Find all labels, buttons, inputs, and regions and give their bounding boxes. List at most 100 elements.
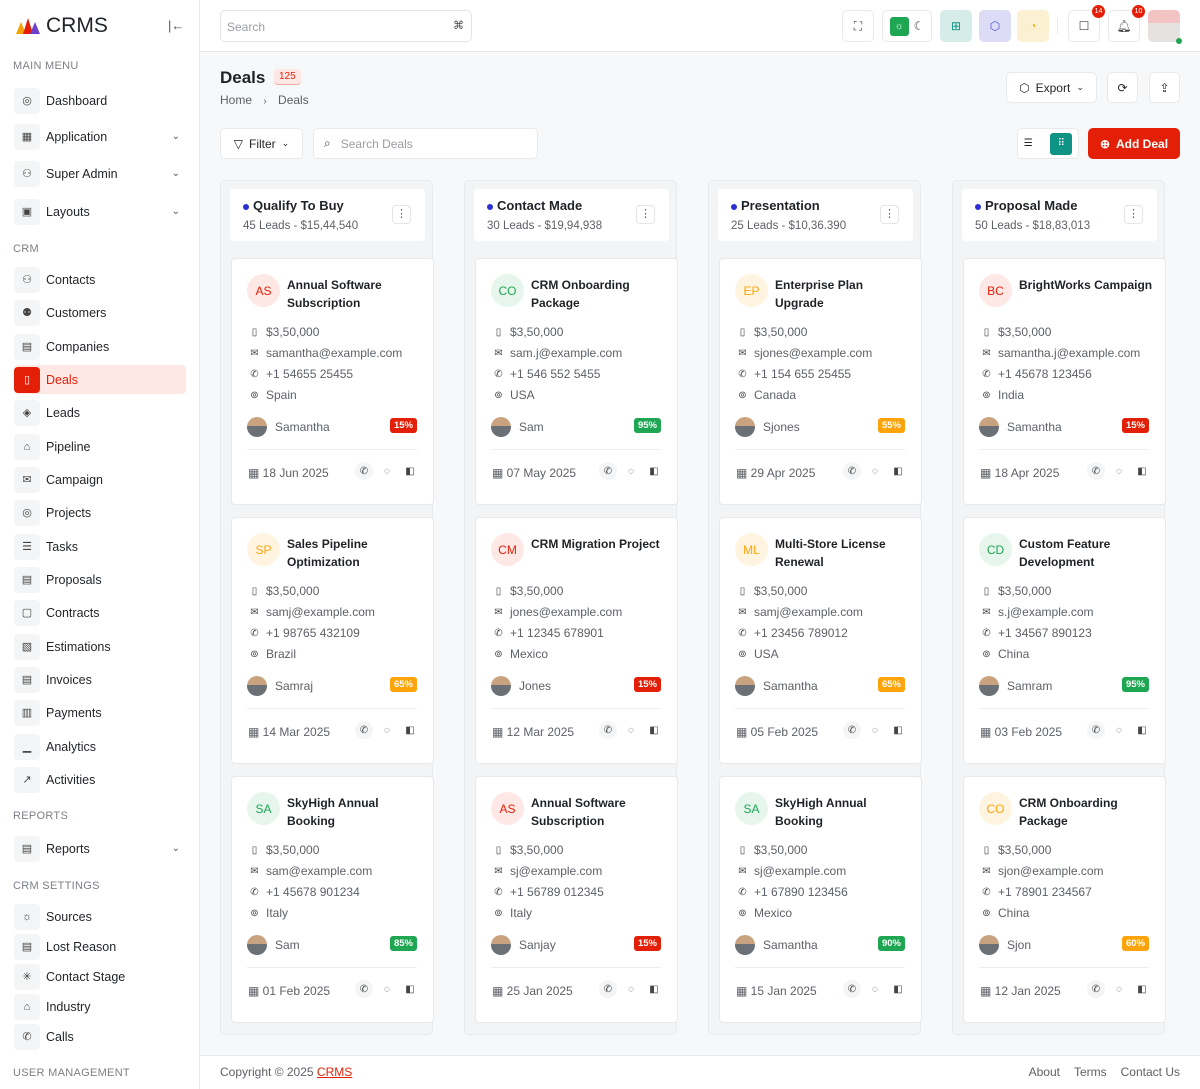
call-icon[interactable]: ✆ [1087,980,1105,998]
footer-link-about[interactable]: About [1028,1065,1060,1079]
sidebar-item-deals[interactable]: ▯ Deals [14,365,186,394]
chat-icon[interactable]: ◌ [628,724,634,736]
deal-name[interactable]: Enterprise Plan Upgrade [775,278,864,310]
deal-card[interactable]: CO CRM Onboarding Package ▯ $3,50,000 ✉ sam.j… [475,258,678,505]
chat-icon[interactable]: ◌ [384,465,390,477]
sidebar-item-contacts[interactable]: ⚇ Contacts [14,265,186,294]
call-icon[interactable]: ✆ [599,721,617,739]
sidebar-item-industry[interactable]: ⌂ Industry [14,992,186,1021]
sidebar-item-calls[interactable]: ✆ Calls [14,1022,186,1051]
messages-button[interactable]: ☐ 14 [1068,5,1105,42]
more-options-button[interactable]: ⋮ [1124,205,1143,224]
apps-button[interactable]: ⊞ [940,10,972,42]
list-view-icon[interactable]: ☰ [1023,138,1033,149]
chat-icon[interactable]: ◌ [872,465,878,477]
collapse-sidebar-icon[interactable]: |← [168,18,185,33]
deal-card[interactable]: CM CRM Migration Project ▯ $3,50,000 ✉ jones@… [475,517,678,764]
breadcrumb-home[interactable]: Home [220,93,253,107]
copy-icon[interactable]: ◧ [893,465,903,477]
deal-name[interactable]: CRM Onboarding Package [1019,796,1118,828]
copy-icon[interactable]: ◧ [649,724,659,736]
fullscreen-button[interactable]: ⛶ [842,10,874,42]
sidebar-item-super-admin[interactable]: ⚇ Super Admin ⌄ [14,159,186,188]
theme-toggle[interactable]: ☼ ☾ [882,10,932,42]
call-icon[interactable]: ✆ [1087,721,1105,739]
sidebar-item-payments[interactable]: ▥ Payments [14,698,186,727]
call-icon[interactable]: ✆ [843,980,861,998]
deal-card[interactable]: AS Annual Software Subscription ▯ $3,50,000… [475,776,678,1023]
chat-icon[interactable]: ◌ [628,465,634,477]
sidebar-item-tasks[interactable]: ☰ Tasks [14,532,186,561]
deal-card[interactable]: SA SkyHigh Annual Booking ▯ $3,50,000 ✉ sj@ex… [719,776,922,1023]
more-options-button[interactable]: ⋮ [880,205,899,224]
call-icon[interactable]: ✆ [599,980,617,998]
sidebar-item-layouts[interactable]: ▣ Layouts ⌄ [14,197,186,226]
call-icon[interactable]: ✆ [843,721,861,739]
copy-icon[interactable]: ◧ [1137,465,1147,477]
chat-icon[interactable]: ◌ [1116,465,1122,477]
deal-name[interactable]: CRM Migration Project [531,537,660,551]
deal-name[interactable]: BrightWorks Campaign [1019,278,1153,292]
deal-name[interactable]: SkyHigh Annual Booking [775,796,867,828]
sidebar-item-invoices[interactable]: ▤ Invoices [14,665,186,694]
sidebar-item-companies[interactable]: ▤ Companies [14,332,186,361]
chat-icon[interactable]: ◌ [384,724,390,736]
brand-link[interactable]: CRMS [316,1065,353,1079]
sidebar-item-leads[interactable]: ◈ Leads [14,398,186,427]
global-search-input[interactable]: Search ⌘ [220,10,472,42]
sidebar-item-lost-reason[interactable]: ▤ Lost Reason [14,932,186,961]
light-mode-icon[interactable]: ☼ [889,16,909,36]
deal-card[interactable]: EP Enterprise Plan Upgrade ▯ $3,50,000 ✉ sjon… [719,258,922,505]
notifications-button[interactable]: 🔔︎ 10 [1108,5,1145,42]
sidebar-item-customers[interactable]: ⚉ Customers [14,298,186,327]
collapse-header-button[interactable]: ⇪ [1149,72,1180,103]
chat-icon[interactable]: ◌ [872,724,878,736]
user-avatar[interactable] [1148,10,1182,44]
copy-icon[interactable]: ◧ [893,724,903,736]
dark-mode-icon[interactable]: ☾ [913,19,925,33]
deal-name[interactable]: Annual Software Subscription [531,796,626,828]
sidebar-item-reports[interactable]: ▤ Reports ⌄ [14,834,186,863]
call-icon[interactable]: ✆ [1087,462,1105,480]
sidebar-item-analytics[interactable]: ▁ Analytics [14,732,186,761]
deal-card[interactable]: AS Annual Software Subscription ▯ $3,50,000… [231,258,434,505]
deal-card[interactable]: SA SkyHigh Annual Booking ▯ $3,50,000 ✉ sam@e… [231,776,434,1023]
search-deals-input[interactable]: ⌕ Search Deals [313,128,538,159]
export-dropdown[interactable]: ⬡ Export ⌄ [1006,72,1097,103]
copy-icon[interactable]: ◧ [405,465,415,477]
copy-icon[interactable]: ◧ [1137,724,1147,736]
sidebar-item-pipeline[interactable]: ⌂ Pipeline [14,432,186,461]
call-icon[interactable]: ✆ [355,721,373,739]
sidebar-item-contact-stage[interactable]: ✳ Contact Stage [14,962,186,991]
footer-link-contact[interactable]: Contact Us [1120,1065,1180,1079]
sidebar-item-dashboard[interactable]: ◎ Dashboard [14,86,186,115]
add-deal-button[interactable]: ⊕ Add Deal [1088,128,1180,159]
call-icon[interactable]: ✆ [355,462,373,480]
reports-chart-button[interactable]: ◔ [1017,10,1049,42]
deal-name[interactable]: Sales Pipeline Optimization [287,537,368,569]
call-icon[interactable]: ✆ [599,462,617,480]
call-icon[interactable]: ✆ [843,462,861,480]
deal-card[interactable]: SP Sales Pipeline Optimization ▯ $3,50,000 ✉… [231,517,434,764]
copy-icon[interactable]: ◧ [893,983,903,995]
deal-name[interactable]: Annual Software Subscription [287,278,382,310]
deal-card[interactable]: CO CRM Onboarding Package ▯ $3,50,000 ✉ sjon@… [963,776,1166,1023]
more-options-button[interactable]: ⋮ [636,205,655,224]
deal-card[interactable]: CD Custom Feature Development ▯ $3,50,000 ✉ s… [963,517,1166,764]
sidebar-item-activities[interactable]: ↗ Activities [14,765,186,794]
deal-name[interactable]: Custom Feature Development [1019,537,1111,569]
deal-card[interactable]: ML Multi-Store License Renewal ▯ $3,50,000 ✉… [719,517,922,764]
copy-icon[interactable]: ◧ [405,724,415,736]
deal-name[interactable]: Multi-Store License Renewal [775,537,886,569]
copy-icon[interactable]: ◧ [649,983,659,995]
deal-name[interactable]: SkyHigh Annual Booking [287,796,379,828]
sidebar-item-estimations[interactable]: ▧ Estimations [14,632,186,661]
sidebar-item-application[interactable]: ▦ Application ⌄ [14,122,186,151]
grid-view-icon[interactable]: ⠿ [1050,132,1073,155]
chat-icon[interactable]: ◌ [628,983,634,995]
copy-icon[interactable]: ◧ [649,465,659,477]
copy-icon[interactable]: ◧ [1137,983,1147,995]
refresh-button[interactable]: ⟳ [1107,72,1138,103]
call-icon[interactable]: ✆ [355,980,373,998]
sidebar-item-proposals[interactable]: ▤ Proposals [14,565,186,594]
